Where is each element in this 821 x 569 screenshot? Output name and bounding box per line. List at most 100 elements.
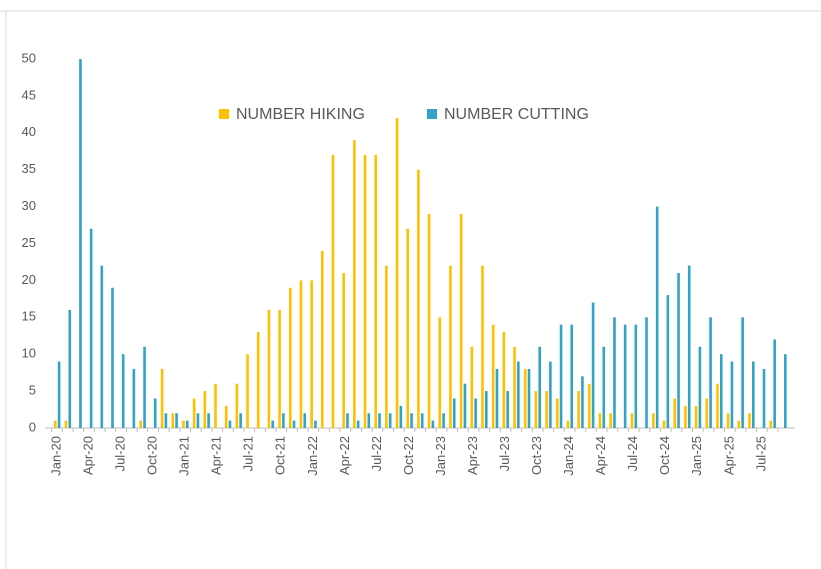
bar [773, 339, 776, 428]
bar [282, 413, 285, 428]
y-tick-label: 35 [22, 161, 36, 176]
bar [417, 169, 420, 428]
bar [495, 368, 499, 428]
bar [752, 361, 755, 428]
bar [502, 332, 506, 428]
bar [741, 317, 744, 428]
bar [171, 413, 175, 428]
bar [438, 317, 442, 428]
bar [655, 206, 659, 428]
x-tick-label: Oct-20 [145, 436, 160, 475]
x-tick-label: Oct-23 [529, 436, 544, 475]
bar [303, 413, 307, 428]
bar [342, 273, 345, 428]
bar [687, 265, 691, 428]
bar [694, 405, 698, 428]
x-tick-label: Jan-25 [689, 436, 704, 476]
bar [89, 228, 93, 428]
bar [374, 154, 377, 428]
bar [431, 420, 435, 428]
bar [207, 413, 210, 428]
bar [716, 383, 719, 428]
bar [517, 361, 520, 428]
bar [299, 280, 303, 428]
x-tick-label: Jul-20 [113, 436, 128, 471]
legend-swatch [427, 109, 437, 119]
bar [474, 398, 477, 428]
bar [153, 398, 157, 428]
x-tick-label: Jul-25 [753, 436, 768, 471]
y-tick-label: 30 [22, 198, 36, 213]
legend-label: NUMBER CUTTING [444, 106, 589, 123]
bar [292, 420, 296, 428]
bar [566, 420, 570, 428]
bar [737, 420, 741, 428]
y-tick-label: 10 [22, 346, 36, 361]
bar [378, 413, 381, 428]
bar [406, 228, 410, 428]
bar [182, 420, 185, 428]
y-tick-label: 15 [22, 309, 36, 324]
bar [203, 391, 207, 428]
bar [748, 413, 751, 428]
x-tick-label: Apr-20 [80, 436, 95, 475]
bar [538, 346, 541, 428]
bar [353, 140, 356, 428]
bar [356, 420, 360, 428]
y-tick-label: 20 [22, 272, 36, 287]
bar [410, 413, 413, 428]
bar [491, 324, 495, 428]
bar [363, 154, 367, 428]
x-tick-label: Oct-21 [273, 436, 288, 475]
x-tick-label: Jul-22 [369, 436, 384, 471]
bar [527, 368, 531, 428]
bar [485, 391, 488, 428]
bar [673, 398, 677, 428]
bar [449, 265, 452, 428]
bar [442, 413, 445, 428]
bar [726, 413, 730, 428]
x-tick-label: Jan-22 [305, 436, 320, 476]
bar [68, 309, 72, 428]
bar [54, 420, 57, 428]
x-tick-label: Apr-21 [209, 436, 224, 475]
bar [256, 332, 260, 428]
bar [452, 398, 456, 428]
bar [57, 361, 61, 428]
bar [762, 368, 766, 428]
bar [709, 317, 712, 428]
y-tick-label: 25 [22, 235, 36, 250]
bar [310, 280, 313, 428]
bar [321, 250, 324, 428]
bar [602, 346, 606, 428]
bar [214, 383, 217, 428]
bar [719, 354, 723, 428]
bar [278, 309, 281, 428]
bar [143, 346, 146, 428]
x-tick-label: Jan-23 [433, 436, 448, 476]
bar [228, 420, 232, 428]
bar [196, 413, 200, 428]
bar [100, 265, 104, 428]
bar [399, 405, 403, 428]
bar [185, 420, 189, 428]
bar [555, 398, 559, 428]
bar [385, 265, 388, 428]
bar [570, 324, 574, 428]
bar [427, 213, 431, 428]
x-tick-label: Jul-21 [241, 436, 256, 471]
bar [132, 368, 136, 428]
bar [121, 354, 125, 428]
bar [470, 346, 474, 428]
bar [111, 287, 114, 428]
bar [64, 420, 68, 428]
bar [139, 420, 143, 428]
y-tick-label: 0 [29, 419, 36, 434]
x-tick-label: Jan-21 [177, 436, 192, 476]
bar [388, 413, 392, 428]
x-tick-label: Apr-23 [465, 436, 480, 475]
bar [784, 354, 787, 428]
bar [577, 391, 580, 428]
bar [513, 346, 516, 428]
